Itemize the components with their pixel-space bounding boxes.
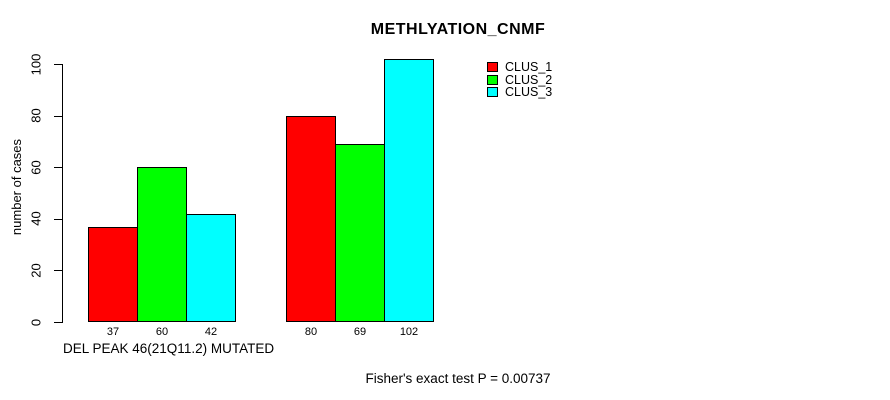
fisher-test-annotation: Fisher's exact test P = 0.00737: [365, 371, 551, 386]
legend-item: CLUS_1: [487, 61, 552, 74]
bar-value-label: 60: [155, 326, 169, 338]
y-tick-label: 40: [28, 211, 44, 227]
y-axis-line: [62, 64, 63, 323]
bar: [186, 213, 236, 322]
legend-item: CLUS_2: [487, 74, 552, 87]
legend-label: CLUS_2: [505, 72, 553, 87]
chart-title: METHLYATION_CNMF: [370, 21, 546, 38]
y-tick-label: 60: [28, 159, 44, 175]
y-tick: [54, 64, 63, 65]
legend-label: CLUS_1: [505, 60, 553, 75]
y-tick: [54, 167, 63, 169]
y-tick: [54, 270, 63, 272]
bar: [384, 58, 434, 322]
legend-label: CLUS_3: [505, 85, 553, 100]
y-tick-label: 80: [28, 108, 44, 123]
bar: [335, 143, 385, 322]
y-tick-label: 100: [28, 53, 44, 75]
legend-swatch: [487, 62, 498, 73]
legend-swatch: [487, 74, 498, 85]
x-axis-label: DEL PEAK 46(21Q11.2) MUTATED: [63, 341, 275, 356]
bar-value-label: 37: [106, 326, 120, 338]
y-tick: [54, 322, 63, 323]
bar: [286, 115, 336, 322]
y-tick-label: 20: [28, 263, 44, 278]
legend-swatch: [487, 87, 498, 98]
bar: [137, 167, 187, 322]
y-tick: [54, 115, 63, 117]
bar-value-label: 42: [204, 326, 218, 338]
y-tick: [54, 218, 63, 220]
y-tick-label: 0: [28, 318, 44, 326]
legend: CLUS_1 CLUS_2 CLUS_3: [487, 61, 552, 99]
legend-item: CLUS_3: [487, 86, 552, 99]
bar-value-label: 102: [399, 326, 419, 338]
y-axis-label: number of cases: [9, 138, 24, 236]
bar: [88, 226, 138, 322]
bar-value-label: 80: [304, 326, 318, 338]
bar-value-label: 69: [353, 326, 367, 338]
